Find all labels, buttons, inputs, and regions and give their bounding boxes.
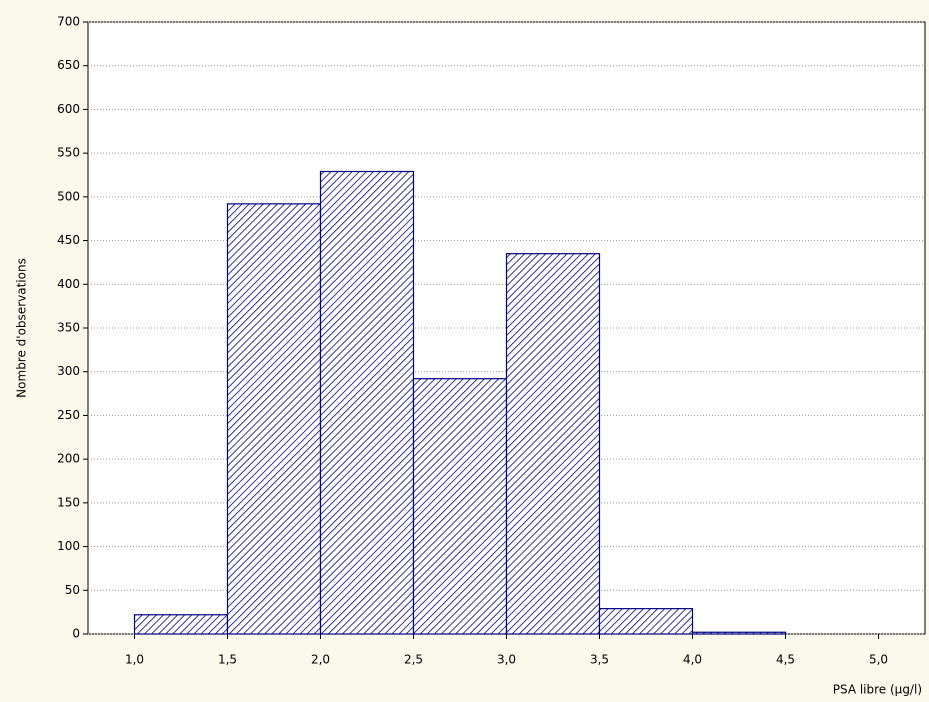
y-tick-label: 150	[57, 495, 80, 509]
bar	[412, 378, 508, 635]
y-tick-label: 450	[57, 233, 80, 247]
x-tick-label: 2,0	[311, 653, 330, 667]
y-tick-label: 400	[57, 277, 80, 291]
x-tick-label: 2,5	[404, 653, 423, 667]
x-tick-label: 1,0	[125, 653, 144, 667]
y-tick-label: 650	[57, 58, 80, 72]
y-tick-label: 350	[57, 321, 80, 335]
bar	[598, 608, 694, 635]
bar	[133, 614, 229, 635]
bar	[226, 203, 322, 635]
bar	[505, 253, 601, 635]
y-tick-label: 250	[57, 408, 80, 422]
y-tick-label: 300	[57, 364, 80, 378]
bar	[691, 631, 787, 635]
y-tick-label: 550	[57, 146, 80, 160]
y-tick-label: 200	[57, 452, 80, 466]
x-axis-label: PSA libre (µg/l)	[833, 683, 922, 697]
bar	[319, 170, 415, 635]
x-tick-label: 5,0	[869, 653, 888, 667]
x-tick-label: 1,5	[218, 653, 237, 667]
x-tick-label: 3,0	[497, 653, 516, 667]
y-axis-label: Nombre d'observations	[15, 258, 29, 398]
y-tick-label: 100	[57, 539, 80, 553]
y-tick-label: 500	[57, 189, 80, 203]
x-tick-label: 4,0	[683, 653, 702, 667]
y-tick-label: 0	[72, 627, 80, 641]
x-tick-label: 4,5	[776, 653, 795, 667]
y-tick-label: 50	[65, 583, 80, 597]
y-tick-label: 700	[57, 15, 80, 29]
y-tick-label: 600	[57, 102, 80, 116]
x-tick-label: 3,5	[590, 653, 609, 667]
